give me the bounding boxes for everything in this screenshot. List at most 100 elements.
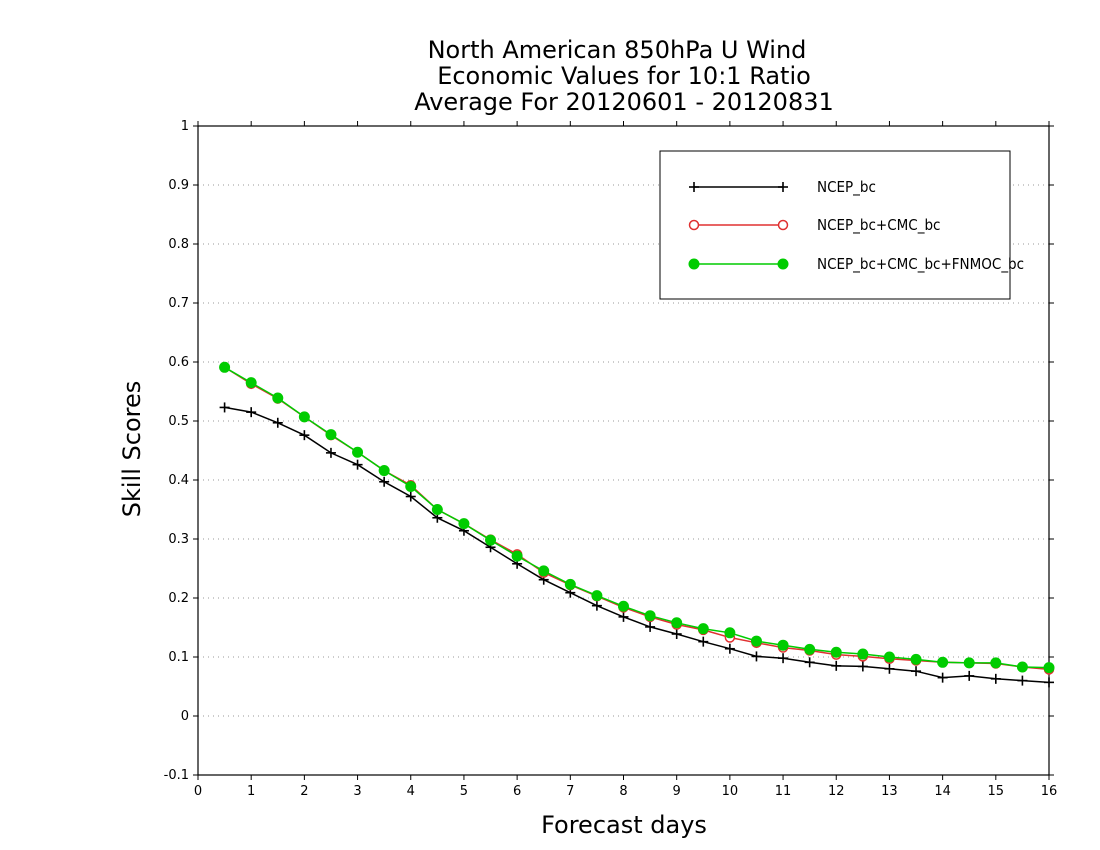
y-tick-label: 0.5 [168, 414, 189, 429]
y-tick-label: -0.1 [164, 768, 189, 783]
series-ncep-bc [219, 402, 1054, 688]
ncep-bc-cmc-bc-fnmoc-bc-point [511, 550, 523, 562]
ncep-bc-point [352, 459, 363, 470]
ncep-bc-cmc-bc-fnmoc-bc-point [245, 377, 257, 389]
ncep-bc-cmc-bc-fnmoc-bc-point [458, 518, 470, 530]
ncep-bc-cmc-bc-fnmoc-bc-point [724, 627, 736, 639]
legend-entry-ncep-bc: NCEP_bc [689, 178, 876, 197]
x-tick-label: 12 [828, 784, 845, 799]
ncep-bc-cmc-bc-fnmoc-bc-point [538, 565, 550, 577]
ncep-bc-point [804, 657, 815, 668]
series-ncep-bc-cmc-bc-fnmoc-bc [219, 361, 1055, 674]
ncep-bc-cmc-bc-fnmoc-bc-point [990, 657, 1002, 669]
series-lines [219, 361, 1055, 688]
ncep-bc-cmc-bc-fnmoc-bc-point [1016, 661, 1028, 673]
x-tick-label: 2 [300, 784, 308, 799]
ncep-bc-cmc-bc-fnmoc-bc-point [431, 504, 443, 515]
chart-title-line-2: Economic Values for 10:1 Ratio [437, 62, 811, 90]
legend-label: NCEP_bc+CMC_bc+FNMOC_bc [817, 255, 1024, 274]
y-tick-label: 0.4 [168, 473, 189, 488]
y-tick-label: 0.6 [168, 355, 189, 370]
x-tick-label: 7 [566, 784, 574, 799]
ncep-bc-cmc-bc-fnmoc-bc-point [272, 392, 284, 404]
ncep-bc-cmc-bc-fnmoc-bc-point [963, 657, 975, 669]
y-tick-label: 0.1 [168, 650, 189, 665]
ncep-bc-cmc-bc-fnmoc-bc-point [405, 480, 417, 492]
y-tick-label: 1 [181, 119, 189, 134]
ncep-bc-cmc-bc-fnmoc-bc-point [697, 623, 709, 635]
legend-label: NCEP_bc [817, 178, 876, 197]
legend: NCEP_bc NCEP_bc+CMC_bc NCEP_bc+CMC_bc+FNMO… [659, 150, 1024, 300]
x-axis-ticks: 0 1 2 3 4 5 6 7 8 9 10 11 12 13 14 15 16 [194, 121, 1057, 799]
ncep-bc-cmc-bc-fnmoc-bc-point [1043, 662, 1055, 674]
ncep-bc-cmc-bc-fnmoc-bc-point [352, 446, 364, 458]
x-tick-label: 9 [673, 784, 681, 799]
x-tick-label: 8 [619, 784, 627, 799]
legend-ncep-bc-cmc-bc-point [777, 219, 789, 231]
ncep-bc-cmc-bc-fnmoc-bc-point [618, 600, 629, 612]
ncep-bc-cmc-bc-fnmoc-bc-point [325, 429, 337, 441]
legend-ncep-bc-cmc-bc-fnmoc-bc-point [688, 258, 700, 270]
ncep-bc-point [857, 661, 868, 672]
x-tick-label: 3 [353, 784, 361, 799]
legend-entry-ncep-bc-cmc-bc-fnmoc-bc: NCEP_bc+CMC_bc+FNMOC_bc [688, 255, 1024, 274]
ncep-bc-point [911, 666, 922, 677]
x-tick-label: 4 [407, 784, 415, 799]
series-ncep-bc-cmc-bc [219, 362, 1055, 675]
x-tick-label: 14 [934, 784, 951, 799]
y-tick-label: 0.9 [168, 178, 189, 193]
x-tick-label: 11 [775, 784, 792, 799]
ncep-bc-cmc-bc-fnmoc-bc-point [910, 653, 922, 665]
y-tick-label: 0.3 [168, 532, 189, 547]
x-tick-label: 5 [460, 784, 468, 799]
y-axis-ticks: -0.1 0 0.1 0.2 0.3 0.4 0.5 0.6 0.7 0.8 0.9 1 [164, 119, 1054, 783]
ncep-bc-cmc-bc-fnmoc-bc-point [830, 646, 842, 658]
ncep-bc-cmc-bc-fnmoc-bc-point [883, 651, 895, 663]
ncep-bc-cmc-bc-fnmoc-bc-point [644, 610, 656, 622]
ncep-bc-cmc-bc-fnmoc-bc-point [671, 617, 683, 629]
ncep-bc-point [778, 653, 789, 664]
chart-title: North American 850hPa U Wind Economic Va… [414, 36, 834, 116]
ncep-bc-point [219, 402, 230, 413]
ncep-bc-cmc-bc-fnmoc-bc-point [591, 590, 603, 602]
ncep-bc-point [751, 651, 762, 662]
series-line-ncep-bc [224, 406, 1050, 684]
x-tick-label: 6 [513, 784, 521, 799]
x-tick-label: 15 [988, 784, 1005, 799]
ncep-bc-point [618, 611, 629, 622]
ncep-bc-point [831, 660, 842, 671]
ncep-bc-point [379, 476, 390, 487]
x-tick-label: 1 [247, 784, 255, 799]
legend-ncep-bc-point [689, 182, 699, 192]
legend-ncep-bc-cmc-bc-point [688, 219, 700, 231]
chart-title-line-1: North American 850hPa U Wind [428, 36, 807, 64]
ncep-bc-point [272, 417, 283, 428]
ncep-bc-point [884, 663, 895, 674]
chart-title-line-3: Average For 20120601 - 20120831 [414, 88, 834, 116]
x-axis-title: Forecast days [541, 811, 707, 839]
y-tick-label: 0.2 [168, 591, 189, 606]
legend-ncep-bc-point [778, 182, 788, 192]
ncep-bc-cmc-bc-fnmoc-bc-point [937, 656, 949, 668]
ncep-bc-point [299, 430, 310, 441]
ncep-bc-cmc-bc-fnmoc-bc-point [219, 361, 231, 373]
ncep-bc-point [591, 600, 602, 611]
ncep-bc-cmc-bc-fnmoc-bc-point [857, 648, 869, 660]
ncep-bc-cmc-bc-fnmoc-bc-point [750, 635, 762, 647]
ncep-bc-point [964, 670, 975, 681]
y-tick-label: 0 [181, 709, 189, 724]
x-tick-label: 10 [722, 784, 739, 799]
gridlines [198, 184, 1049, 717]
y-axis-title: Skill Scores [118, 381, 146, 518]
legend-entry-ncep-bc-cmc-bc: NCEP_bc+CMC_bc [688, 216, 940, 235]
ncep-bc-cmc-bc-fnmoc-bc-point [485, 534, 497, 546]
ncep-bc-point [671, 628, 682, 639]
legend-ncep-bc-cmc-bc-fnmoc-bc-point [777, 258, 789, 270]
ncep-bc-point [325, 447, 336, 458]
ncep-bc-point [246, 407, 257, 418]
x-tick-label: 16 [1041, 784, 1058, 799]
ncep-bc-cmc-bc-fnmoc-bc-point [378, 465, 390, 477]
ncep-bc-point [937, 672, 948, 683]
series-line-ncep-bc-cmc-bc [224, 366, 1050, 671]
